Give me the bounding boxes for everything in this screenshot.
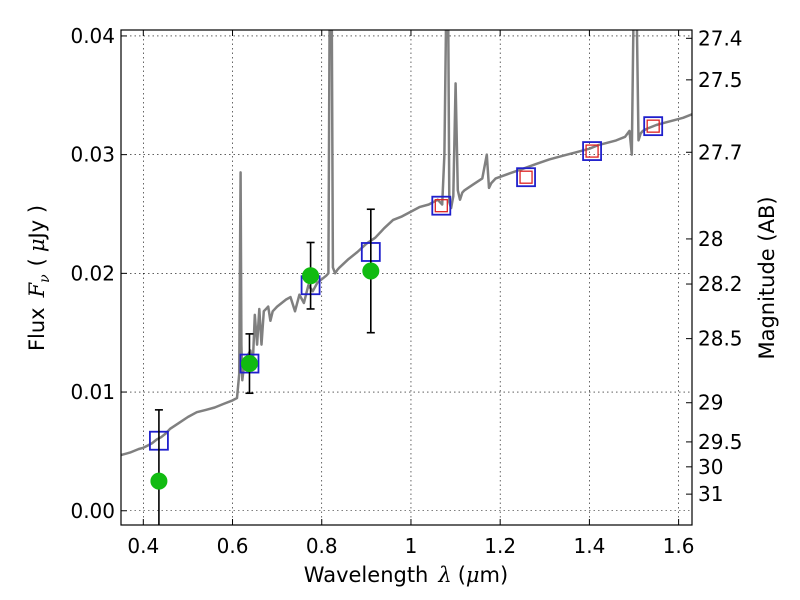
- y2-tick-label: 27.7: [698, 140, 743, 164]
- x-axis-unit-rest: m): [480, 563, 509, 587]
- y2-tick-label: 29.5: [698, 430, 743, 454]
- y-axis-symbol: F: [25, 281, 49, 298]
- y-axis-unit-mu: μ: [25, 238, 49, 252]
- y-axis-subscript: ν: [37, 274, 53, 283]
- y2-tick-label: 30: [698, 455, 723, 479]
- x-axis-symbol: λ: [437, 563, 451, 587]
- x-tick-label: 1.4: [573, 534, 605, 558]
- x-axis-title: Wavelength λ (μm): [304, 563, 508, 587]
- model-photometry-square: [431, 195, 452, 216]
- model-photometry-overlay-square: [585, 144, 599, 158]
- y2-tick-label: 29: [698, 391, 723, 415]
- model-photometry-overlay-square: [434, 199, 448, 213]
- observed-photometry-point: [240, 355, 258, 373]
- y-tick-label: 0.00: [70, 499, 115, 523]
- x-axis-unit-mu: μ: [466, 563, 480, 587]
- model-photometry-square: [643, 116, 664, 137]
- observed-photometry-point: [362, 262, 380, 280]
- x-tick-label: 1.6: [663, 534, 695, 558]
- y2-tick-label: 31: [698, 482, 723, 506]
- x-tick-label: 1: [405, 534, 418, 558]
- x-tick-label: 1.2: [484, 534, 516, 558]
- plot-area: [121, 30, 692, 525]
- observed-photometry-point: [150, 472, 168, 490]
- y-axis-unit-rest: Jy ): [25, 205, 49, 241]
- x-tick-label: 0.6: [217, 534, 249, 558]
- y-axis-unit-open: (: [25, 258, 49, 266]
- y-axis-title: Flux Fν ( μJy ): [25, 205, 53, 351]
- y-tick-label: 0.01: [70, 380, 115, 404]
- observed-photometry-point: [302, 267, 320, 285]
- x-tick-label: 0.8: [306, 534, 338, 558]
- y2-tick-label: 28.2: [698, 272, 743, 296]
- y2-tick-label: 28.5: [698, 327, 743, 351]
- y-tick-label: 0.04: [70, 24, 115, 48]
- model-photometry-overlay-square: [646, 119, 660, 133]
- photometry-markers: [149, 116, 664, 525]
- y2-tick-label: 27.5: [698, 68, 743, 92]
- y-tick-label: 0.03: [70, 143, 115, 167]
- spectrum-series: [121, 30, 692, 457]
- ticks: 0.4 0.6 0.8 1 1.2 1.4 1.6 0.00 0.01 0.02 0.03 0.04 2…: [70, 24, 742, 558]
- y-tick-label: 0.02: [70, 261, 115, 285]
- y2-tick-label: 28: [698, 227, 723, 251]
- plot-frame: [120, 29, 693, 526]
- y2-tick-label: 27.4: [698, 26, 743, 50]
- model-photometry-square: [516, 167, 536, 188]
- model-photometry-square: [582, 141, 602, 161]
- y-axis-label: Flux: [25, 307, 49, 351]
- model-photometry-overlay-square: [519, 170, 533, 184]
- x-axis-label: Wavelength: [304, 563, 429, 587]
- y2-axis-title: Magnitude (AB): [755, 196, 779, 359]
- x-tick-label: 0.4: [127, 534, 159, 558]
- grid: [121, 30, 692, 525]
- spectrum-line: [121, 30, 692, 457]
- x-axis-unit-open: (: [458, 563, 466, 587]
